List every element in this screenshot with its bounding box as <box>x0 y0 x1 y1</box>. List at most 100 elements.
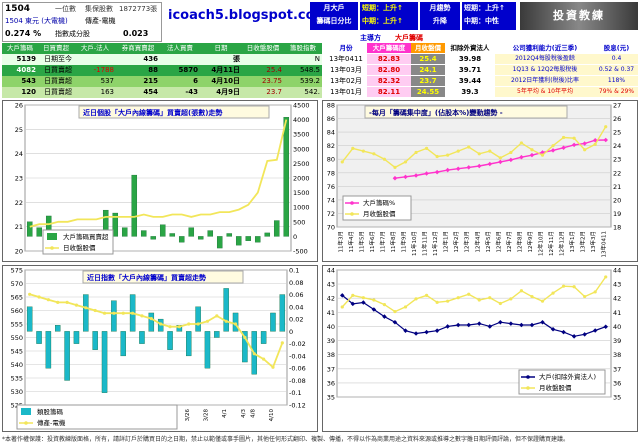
chart-excl-foreign: 44 43 42 41 40 39 38 37 36 35 44 43 42 41 40 39 38 37 36 35… <box>327 267 622 402</box>
legend-marker <box>50 246 54 250</box>
bar <box>188 227 195 237</box>
right-table: 月份 大戶籌碼度 月收盤價 扣除外資法人 公司獲利能力(近三季) 股息(元) 13年041… <box>325 43 638 98</box>
x-tick-label: 11年10月 <box>410 231 418 256</box>
point <box>592 328 598 333</box>
point <box>551 291 555 295</box>
point <box>112 311 116 315</box>
left-table-cell: 25.4 <box>266 66 282 74</box>
point <box>403 160 408 164</box>
y-right-tick-label: 27 <box>613 102 621 110</box>
point <box>168 325 172 329</box>
y-right-tick-label: 0.02 <box>289 316 303 324</box>
left-table-cell: 日買賣超 <box>44 77 72 85</box>
y-left-tick-label: 555 <box>11 321 23 329</box>
right-table-cell: 118% <box>595 76 638 86</box>
y-right-tick-label: 22 <box>613 169 621 177</box>
x-tick-label: 12年9月 <box>526 231 534 253</box>
y-right-tick-label: 0 <box>293 233 297 241</box>
chart-title-box <box>364 105 568 119</box>
point <box>424 146 429 150</box>
y-right-tick-label: 19 <box>613 210 621 218</box>
y-right-tick-label: 26 <box>613 115 621 123</box>
point <box>456 296 460 300</box>
index-value: 0.023 <box>123 29 149 38</box>
point <box>540 153 545 157</box>
y-right-tick-label: 0.08 <box>289 279 303 287</box>
col2-value: 1872773張 <box>119 5 158 13</box>
y-left-tick-label: 39 <box>327 337 335 345</box>
point <box>530 294 534 299</box>
header-left-block: 1504 一位數 集保股數 1872773張 1504 東元 (大電機) 傳產-… <box>2 2 162 42</box>
x-tick-label: 11年3月 <box>336 231 344 253</box>
table-row: 13年02月 82.32 23.7 39.44 2012日年獲利(稅後)比率 118% <box>325 76 638 87</box>
y-left-tick-label: 565 <box>11 294 23 302</box>
x-tick-label: 4/3 <box>241 409 247 418</box>
box-month-big-line1: 月大戶 <box>323 4 345 12</box>
legend <box>16 404 178 430</box>
left-table-cell: 日買賣超 <box>44 88 72 96</box>
point <box>572 136 576 140</box>
x-tick-label: 12年5月 <box>484 231 492 253</box>
y-left-tick-label: 20 <box>15 248 23 256</box>
y-right-tick-label: 21 <box>613 183 621 191</box>
right-table-cell: 39.3 <box>445 87 495 97</box>
chart-title-box <box>78 105 270 119</box>
point <box>382 157 387 161</box>
x-tick-label: 11年12月 <box>431 231 439 256</box>
point <box>340 305 344 309</box>
chart-title-box <box>82 270 244 284</box>
point <box>65 300 69 304</box>
x-tick-label: 13年0411 <box>600 231 608 258</box>
point <box>140 314 144 318</box>
point <box>446 299 450 303</box>
bar <box>260 331 267 344</box>
y-right-tick-label: 40 <box>613 323 621 331</box>
box-trend-1: 短期：上升↑ 中期：上升↑ <box>360 2 418 30</box>
y-left-tick-label: 80 <box>327 156 335 164</box>
panel-index-bar: 5755705655605555505455405355305250.10.08… <box>2 265 318 432</box>
x-tick-label: 3/26 <box>185 409 191 422</box>
point <box>372 152 376 156</box>
panel-excl-foreign: 44 43 42 41 40 39 38 37 36 35 44 43 42 41 40 39 38 37 36 35… <box>322 265 638 432</box>
right-table-cell: 39.98 <box>445 54 495 64</box>
y-right-tick-label: 24 <box>613 142 621 150</box>
point <box>340 160 344 164</box>
y-right-tick-label: 18 <box>613 224 621 232</box>
bar <box>186 331 192 357</box>
bar <box>150 236 157 240</box>
left-table-cell: 436 <box>143 55 158 63</box>
series-line <box>341 126 607 169</box>
y-right-tick-label: 43 <box>613 281 621 289</box>
x-tick-label: 12年8月 <box>515 231 523 253</box>
col2-label: 集保股數 <box>85 5 113 13</box>
y-right-tick-label: 44 <box>613 267 621 275</box>
y-right-tick-label: 25 <box>613 129 621 137</box>
point <box>414 150 418 155</box>
point <box>205 319 210 323</box>
y-left-tick-label: 84 <box>327 129 335 137</box>
left-table-cell: 4月10日 <box>211 77 240 85</box>
y-left-tick-label: 43 <box>327 281 335 289</box>
bar <box>55 325 61 332</box>
y-left-tick-label: 40 <box>327 323 335 331</box>
y-left-tick-label: 26 <box>15 102 23 110</box>
site-title: icoach5.blogspot.com <box>168 8 329 23</box>
right-table-cell: 13年0411 <box>325 54 367 64</box>
left-table-header-cell: 法人買賣 <box>167 44 193 52</box>
y-left-tick-label: 88 <box>327 102 335 110</box>
x-tick-label: 11年9月 <box>400 231 408 253</box>
bar <box>167 331 173 350</box>
point <box>424 171 429 176</box>
y-right-tick-label: 0 <box>289 328 293 336</box>
point <box>262 357 266 361</box>
left-table-cell: 日期至今 <box>44 55 72 63</box>
point <box>435 154 439 159</box>
y-right-tick-label: -500 <box>293 248 308 256</box>
legend-marker <box>24 421 28 425</box>
right-table-cell: 13年01月 <box>325 87 367 97</box>
x-tick-label: 12年3月 <box>463 231 471 253</box>
left-table-cell: 6 <box>193 77 198 85</box>
chart-stock-bar: 26 25 24 23 22 21 20 4500 4000 3500 3000 2500 2000 15… <box>15 102 310 256</box>
point <box>224 319 228 323</box>
x-tick-label: 12年7月 <box>505 231 513 253</box>
